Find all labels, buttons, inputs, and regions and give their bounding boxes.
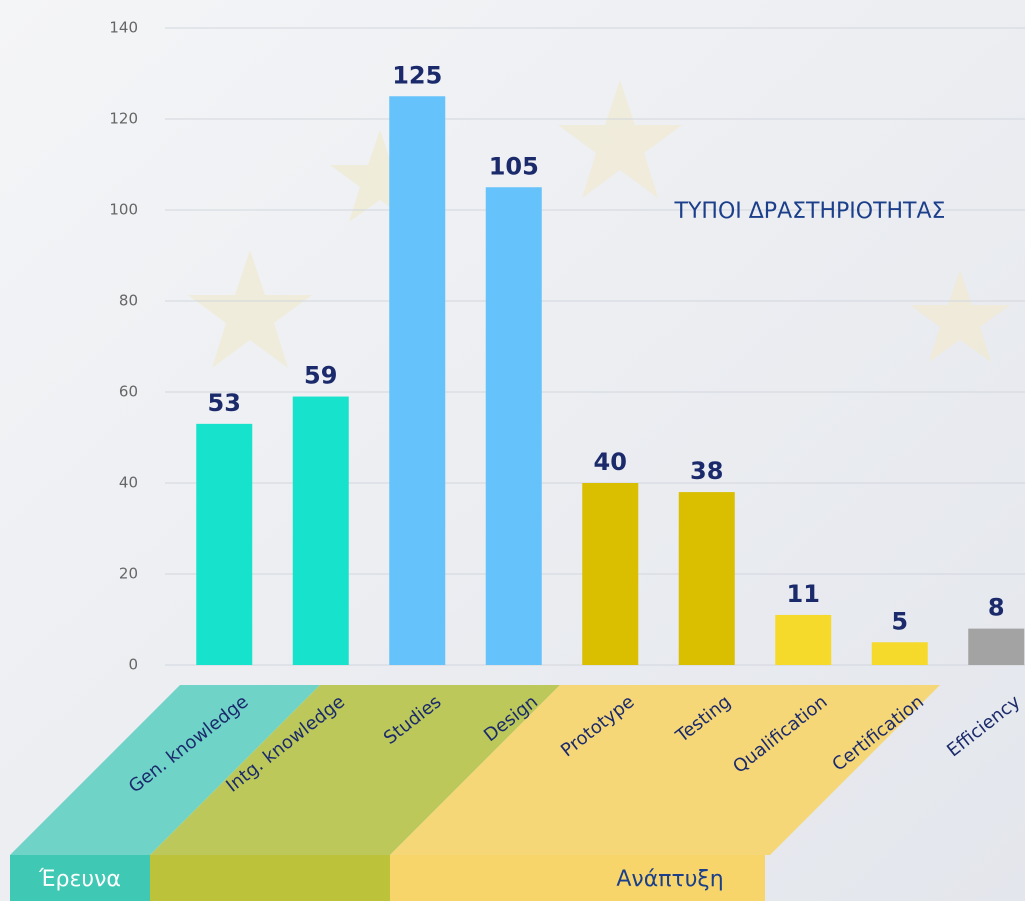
value-label: 5 xyxy=(891,607,908,635)
bar xyxy=(485,187,542,665)
y-tick-label: 100 xyxy=(109,201,138,219)
y-tick-label: 140 xyxy=(109,19,138,37)
y-tick-label: 80 xyxy=(119,292,138,310)
bar xyxy=(871,642,928,665)
value-label: 125 xyxy=(392,61,442,89)
annotation: Ανάπτυξη xyxy=(616,867,723,892)
value-label: 38 xyxy=(690,457,723,485)
y-tick-label: 0 xyxy=(128,656,138,674)
y-tick-label: 20 xyxy=(119,565,138,583)
value-label: 59 xyxy=(304,362,337,390)
value-label: 8 xyxy=(988,594,1005,622)
bar xyxy=(389,96,446,665)
annotation: Έρευνα xyxy=(38,867,121,892)
bar xyxy=(196,423,253,665)
bar xyxy=(678,492,735,665)
bar xyxy=(582,483,639,665)
value-label: 53 xyxy=(208,389,241,417)
value-label: 11 xyxy=(787,580,820,608)
value-label: 40 xyxy=(594,448,627,476)
chart-title: ΤΥΠΟΙ ΔΡΑΣΤΗΡΙΟΤΗΤΑΣ xyxy=(674,199,946,224)
bar xyxy=(775,614,832,665)
background-stars xyxy=(188,80,1010,368)
bottom-bands xyxy=(10,685,940,901)
value-label: 105 xyxy=(489,152,539,180)
y-tick-label: 60 xyxy=(119,383,138,401)
bar xyxy=(968,628,1025,665)
y-tick-label: 40 xyxy=(119,474,138,492)
bar xyxy=(292,396,349,665)
y-tick-label: 120 xyxy=(109,110,138,128)
